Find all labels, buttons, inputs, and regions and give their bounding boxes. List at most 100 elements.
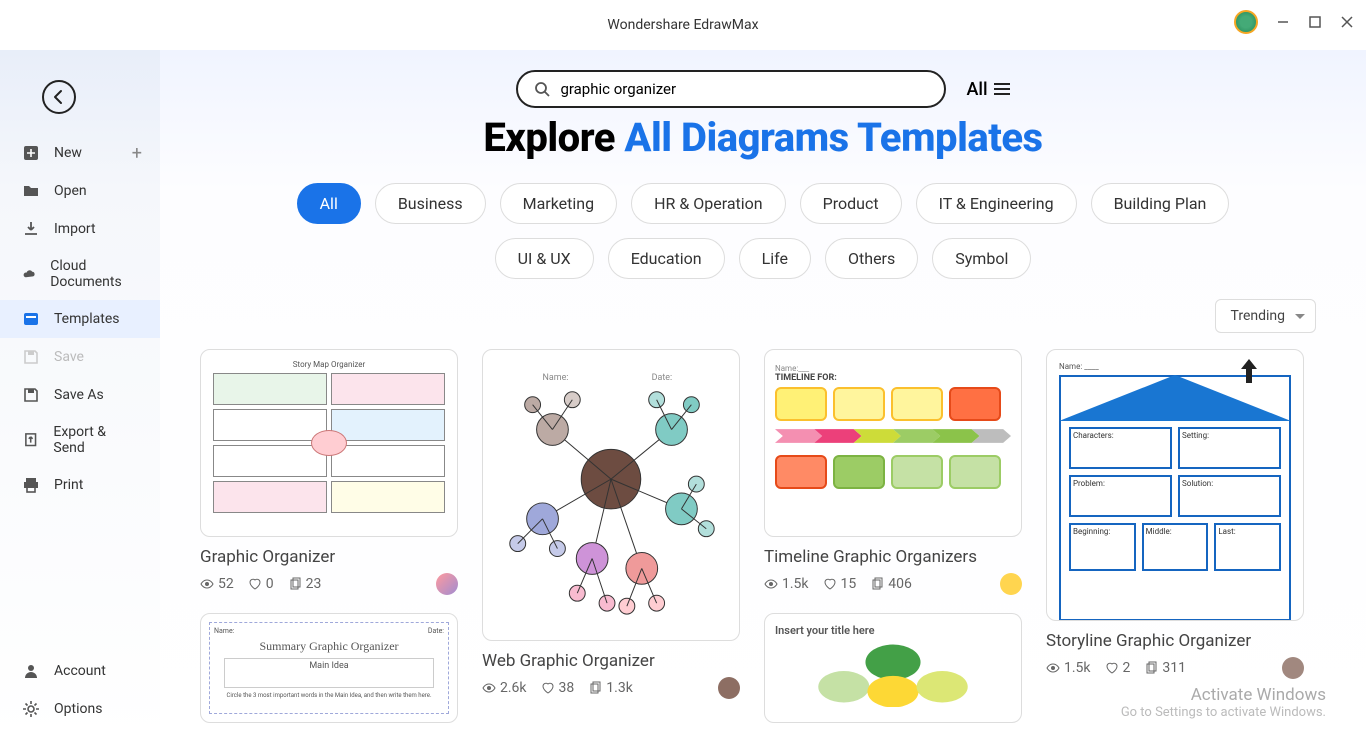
minimize-button[interactable] bbox=[1276, 15, 1290, 29]
sidebar-item-options[interactable]: Options bbox=[0, 690, 160, 728]
search-input[interactable] bbox=[560, 80, 928, 98]
all-toggle[interactable]: All bbox=[966, 79, 1009, 100]
category-pill-others[interactable]: Others bbox=[825, 238, 918, 279]
close-button[interactable] bbox=[1340, 15, 1354, 29]
thumb-title: Summary Graphic Organizer bbox=[214, 639, 444, 654]
template-thumbnail: Name: Date: bbox=[482, 349, 740, 641]
template-thumbnail: Name: ____ Characters:Setting: Problem:S… bbox=[1046, 349, 1304, 621]
menu-icon bbox=[994, 83, 1010, 95]
category-pill-all[interactable]: All bbox=[297, 183, 361, 224]
template-meta: 1.5k 15 406 bbox=[764, 573, 1022, 595]
template-card[interactable]: Name:Date: Summary Graphic Organizer Mai… bbox=[200, 613, 458, 723]
gear-icon bbox=[22, 700, 40, 718]
sidebar-item-import[interactable]: Import bbox=[0, 210, 160, 248]
plus-square-icon bbox=[22, 144, 40, 162]
category-pill-product[interactable]: Product bbox=[800, 183, 902, 224]
template-grid: Story Map Organizer Graphic Organizer 52… bbox=[200, 349, 1326, 723]
views-count: 1.5k bbox=[1046, 660, 1091, 676]
svg-text:Name:: Name: bbox=[543, 373, 569, 383]
save-icon bbox=[22, 348, 40, 366]
category-pill-hr[interactable]: HR & Operation bbox=[631, 183, 786, 224]
sidebar-item-label: Templates bbox=[54, 311, 120, 327]
template-card[interactable]: Story Map Organizer Graphic Organizer 52… bbox=[200, 349, 458, 595]
sidebar-item-label: Import bbox=[54, 221, 96, 237]
template-thumbnail: Insert your title here bbox=[764, 613, 1022, 723]
titlebar: Wondershare EdrawMax bbox=[0, 0, 1366, 50]
category-pill-uiux[interactable]: UI & UX bbox=[495, 238, 594, 279]
likes-count: 38 bbox=[541, 680, 575, 696]
copies-count: 1.3k bbox=[588, 680, 633, 696]
category-row-1: All Business Marketing HR & Operation Pr… bbox=[200, 183, 1326, 224]
copies-count: 406 bbox=[870, 576, 912, 592]
template-icon bbox=[22, 310, 40, 328]
template-card[interactable]: Name:___ TIMELINE FOR: Ti bbox=[764, 349, 1022, 595]
search-icon bbox=[534, 81, 550, 97]
sidebar-item-export[interactable]: Export & Send bbox=[0, 414, 160, 466]
template-thumbnail: Story Map Organizer bbox=[200, 349, 458, 537]
views-count: 52 bbox=[200, 576, 234, 592]
sidebar-item-label: Print bbox=[54, 477, 83, 493]
sidebar-item-label: Save As bbox=[54, 387, 104, 403]
template-thumbnail: Name:Date: Summary Graphic Organizer Mai… bbox=[200, 613, 458, 723]
save-as-icon bbox=[22, 386, 40, 404]
cloud-icon bbox=[22, 265, 36, 283]
search-box[interactable] bbox=[516, 70, 946, 108]
category-pill-business[interactable]: Business bbox=[375, 183, 486, 224]
svg-text:Date:: Date: bbox=[652, 373, 673, 383]
thumb-title: Story Map Organizer bbox=[213, 360, 445, 369]
category-pill-building[interactable]: Building Plan bbox=[1091, 183, 1230, 224]
sidebar-item-new[interactable]: New + bbox=[0, 134, 160, 172]
template-card[interactable]: Name: Date: Web Graphic Organizer 2.6k 3… bbox=[482, 349, 740, 699]
user-icon bbox=[22, 662, 40, 680]
category-pill-education[interactable]: Education bbox=[608, 238, 725, 279]
sidebar-item-label: Cloud Documents bbox=[50, 258, 138, 290]
author-avatar bbox=[1282, 657, 1304, 679]
sort-row: Trending bbox=[200, 299, 1326, 333]
sidebar-item-saveas[interactable]: Save As bbox=[0, 376, 160, 414]
window-controls bbox=[1234, 10, 1354, 34]
likes-count: 0 bbox=[248, 576, 274, 592]
likes-count: 15 bbox=[823, 576, 857, 592]
main-content: All Explore All Diagrams Templates All B… bbox=[160, 50, 1366, 740]
sidebar-item-account[interactable]: Account bbox=[0, 652, 160, 690]
search-row: All bbox=[200, 70, 1326, 108]
category-pill-it[interactable]: IT & Engineering bbox=[916, 183, 1077, 224]
import-icon bbox=[22, 220, 40, 238]
back-button[interactable] bbox=[42, 80, 76, 114]
sidebar-item-label: Account bbox=[54, 663, 106, 679]
category-pill-marketing[interactable]: Marketing bbox=[500, 183, 617, 224]
avatar[interactable] bbox=[1234, 10, 1258, 34]
category-pill-symbol[interactable]: Symbol bbox=[932, 238, 1031, 279]
author-avatar bbox=[436, 573, 458, 595]
sidebar-item-templates[interactable]: Templates bbox=[0, 300, 160, 338]
maximize-button[interactable] bbox=[1308, 15, 1322, 29]
template-meta: 2.6k 38 1.3k bbox=[482, 677, 740, 699]
headline-blue: All Diagrams Templates bbox=[624, 114, 1042, 161]
headline-black: Explore bbox=[483, 114, 624, 161]
views-count: 2.6k bbox=[482, 680, 527, 696]
template-title: Graphic Organizer bbox=[200, 547, 458, 567]
sidebar-item-label: Export & Send bbox=[53, 424, 138, 456]
template-card[interactable]: Insert your title here bbox=[764, 613, 1022, 723]
sidebar-item-label: Save bbox=[54, 349, 84, 365]
sidebar-item-open[interactable]: Open bbox=[0, 172, 160, 210]
views-count: 1.5k bbox=[764, 576, 809, 592]
template-card[interactable]: Name: ____ Characters:Setting: Problem:S… bbox=[1046, 349, 1304, 679]
copies-count: 311 bbox=[1144, 660, 1186, 676]
sidebar-item-save: Save bbox=[0, 338, 160, 376]
app-title: Wondershare EdrawMax bbox=[607, 17, 758, 33]
plus-icon[interactable]: + bbox=[132, 143, 142, 164]
sort-dropdown[interactable]: Trending bbox=[1215, 299, 1316, 333]
template-meta: 52 0 23 bbox=[200, 573, 458, 595]
page-headline: Explore All Diagrams Templates bbox=[200, 114, 1326, 161]
sidebar-item-print[interactable]: Print bbox=[0, 466, 160, 504]
thumb-label: TIMELINE FOR: bbox=[775, 373, 1011, 383]
category-row-2: UI & UX Education Life Others Symbol bbox=[200, 238, 1326, 279]
author-avatar bbox=[1000, 573, 1022, 595]
sidebar-item-label: Options bbox=[54, 701, 102, 717]
sidebar-item-cloud[interactable]: Cloud Documents bbox=[0, 248, 160, 300]
category-pill-life[interactable]: Life bbox=[739, 238, 811, 279]
likes-count: 2 bbox=[1105, 660, 1131, 676]
sidebar-item-label: New bbox=[54, 145, 82, 161]
folder-icon bbox=[22, 182, 40, 200]
